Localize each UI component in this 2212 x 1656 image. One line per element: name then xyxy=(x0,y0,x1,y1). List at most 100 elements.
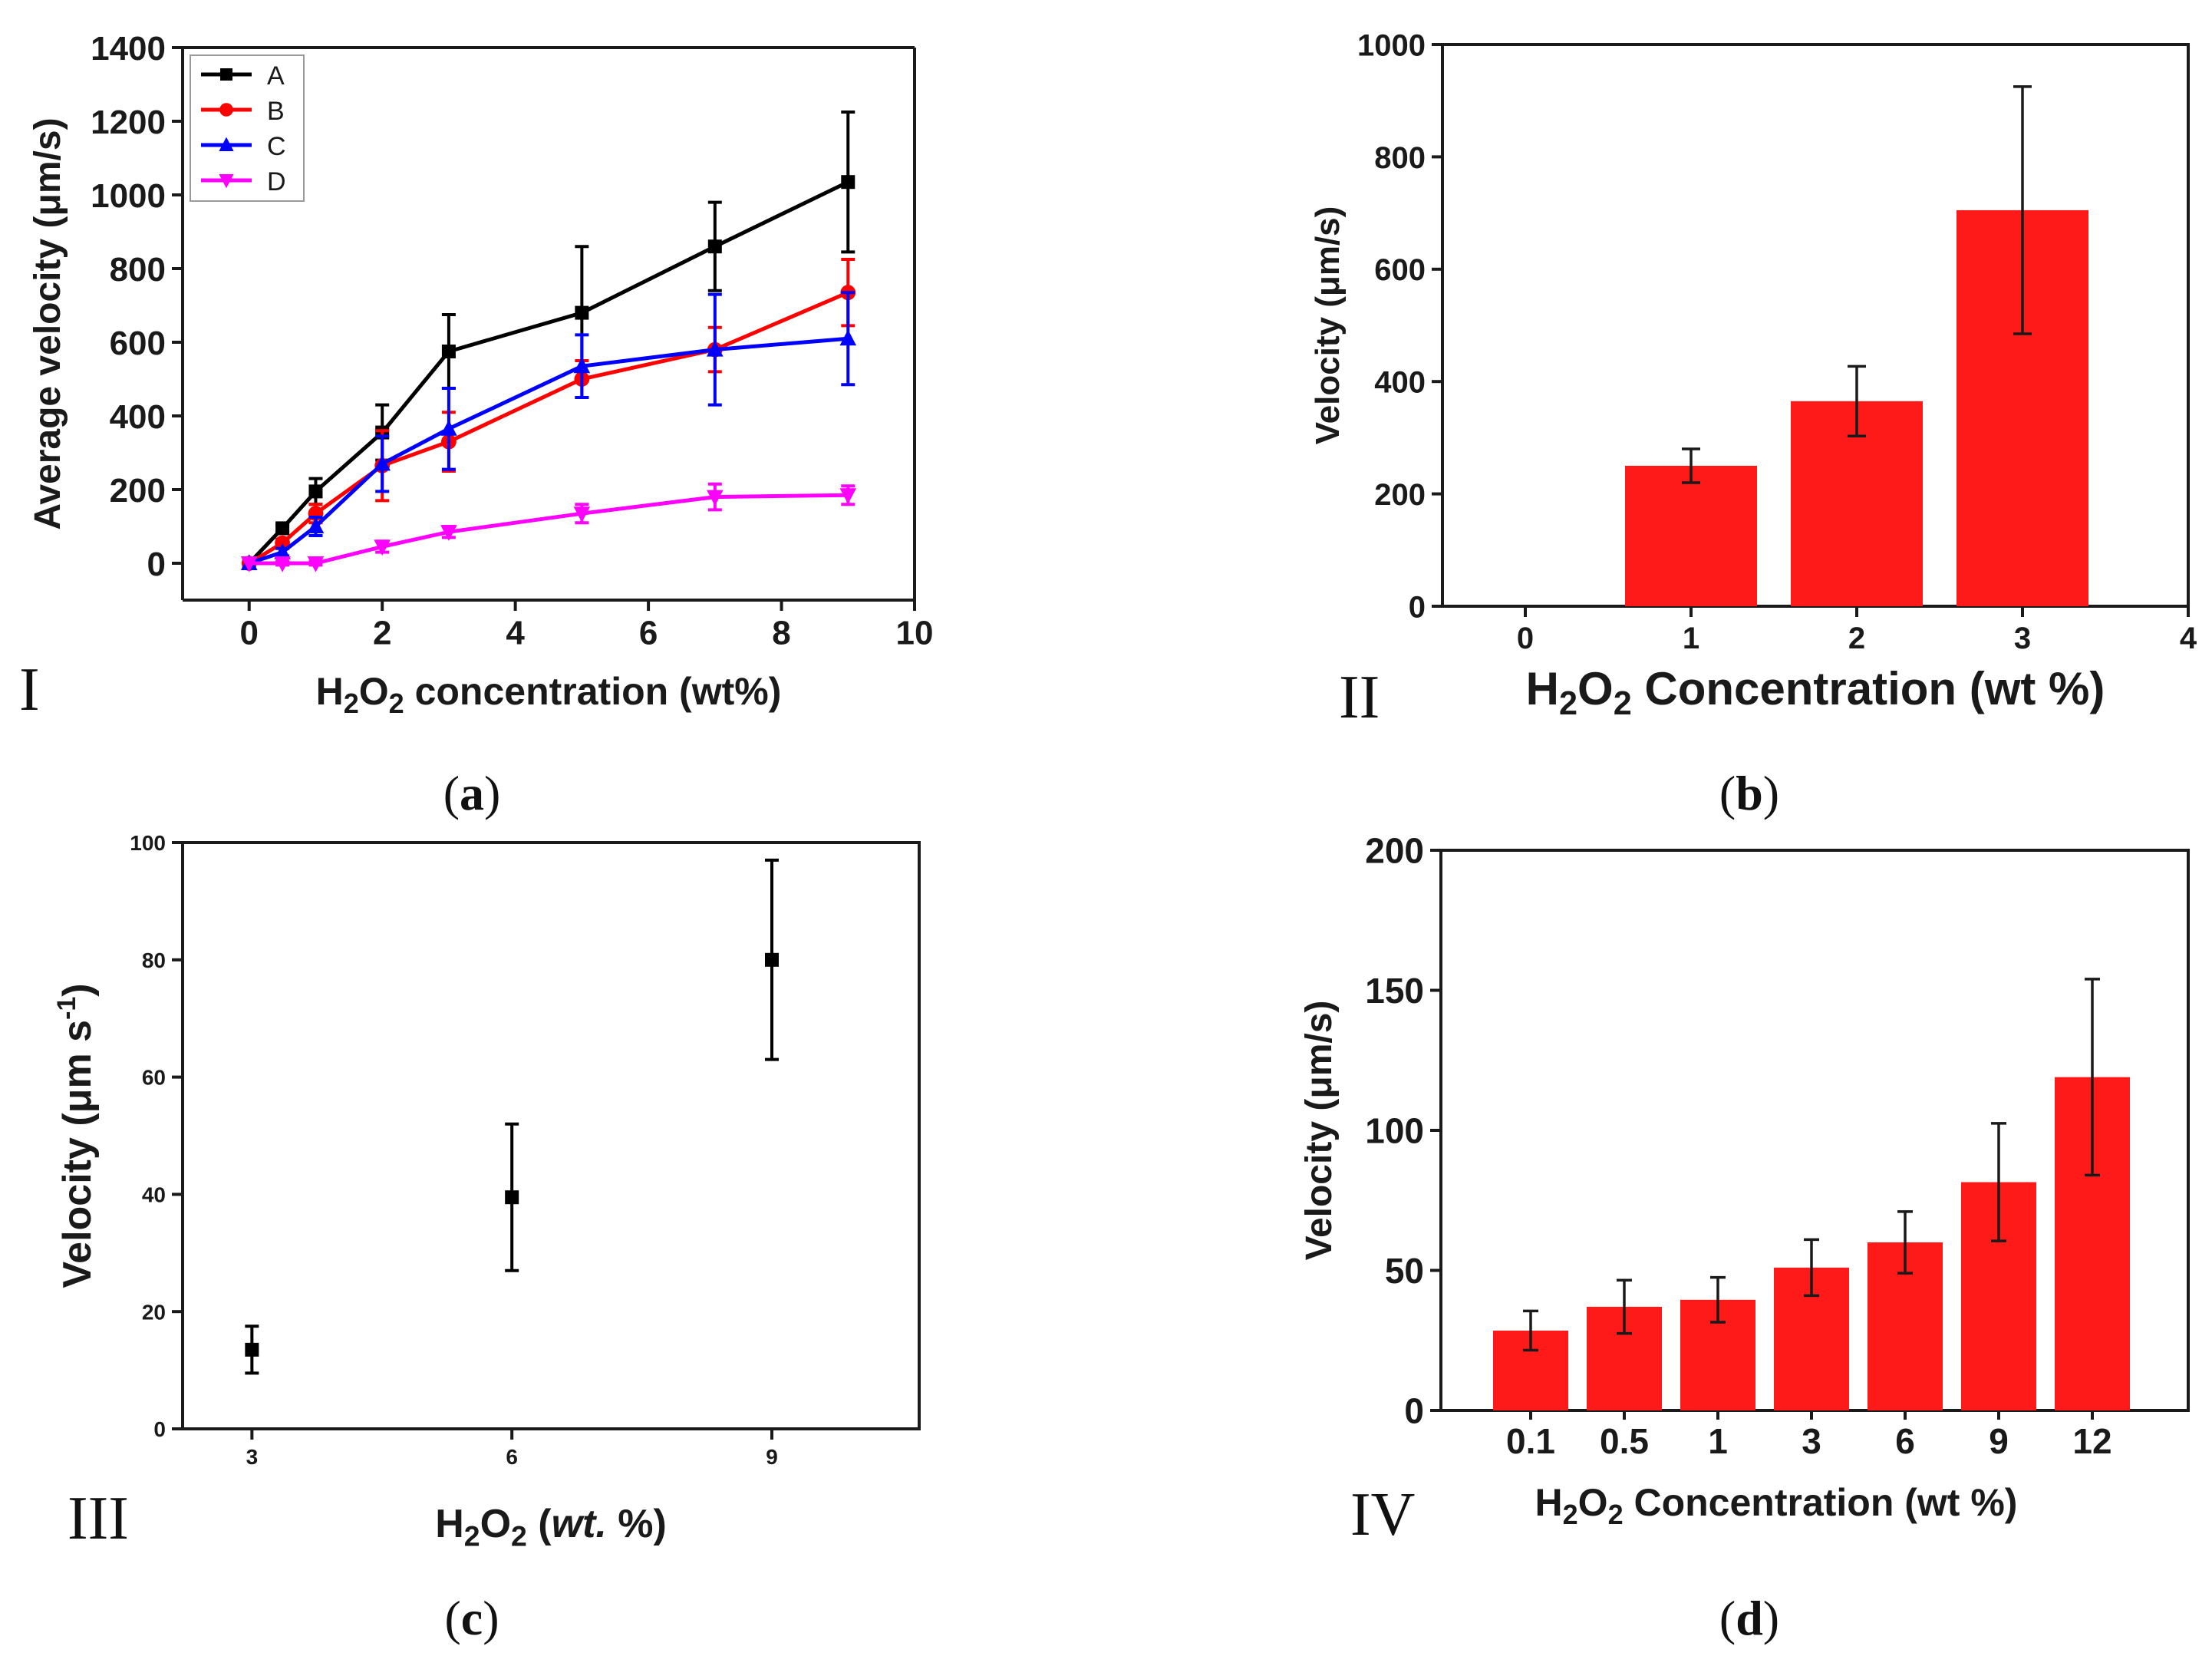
panel-d: 0 50 100 150 200 0.1 0.5 1 3 6 9 12 Velocity (μm/s) H… xyxy=(1299,831,2190,1645)
plot-d: 0 50 100 150 200 0.1 0.5 1 3 6 9 12 Velocity (μm/s) H… xyxy=(1299,831,2190,1530)
a-xtick-label: 2 xyxy=(373,615,391,652)
a-series-C-point xyxy=(573,357,591,374)
plot-b: 0 200 400 600 800 1000 0 1 2 3 4 Velocity (μm/s) H2O… xyxy=(1309,28,2197,722)
b-x-axis-label: H2O2 Concentration (wt %) xyxy=(1526,663,2105,722)
c-xtick-label: 3 xyxy=(246,1445,259,1469)
b-ytick-label: 400 xyxy=(1374,366,1426,400)
a-series-C-point xyxy=(707,340,724,357)
panel-c-roman-label: III xyxy=(68,1485,129,1552)
c-x-axis-label: H2O2 (wt. %) xyxy=(435,1502,667,1552)
a-ytick-label: 1000 xyxy=(91,177,166,215)
b-xtick-label: 4 xyxy=(2180,622,2197,655)
a-xtick-label: 10 xyxy=(896,615,934,652)
b-xtick-label: 2 xyxy=(1848,622,1865,655)
panel-b-caption: (b) xyxy=(1719,766,1779,820)
a-series-A-point xyxy=(841,175,855,190)
a-series-C-point xyxy=(374,454,391,471)
a-ytick-label: 600 xyxy=(110,325,166,362)
d-y-axis-label: Velocity (μm/s) xyxy=(1299,1001,1340,1261)
d-ytick-label: 50 xyxy=(1385,1251,1424,1291)
c-ytick-label: 100 xyxy=(130,831,166,855)
a-series-B-line xyxy=(248,290,849,566)
a-ytick-label: 800 xyxy=(110,251,166,289)
plot-c: 0 20 40 60 80 100 3 6 9 Velocity (μm s-1) H2O2 (wt… xyxy=(52,831,921,1552)
a-series-A-point xyxy=(308,484,323,499)
panel-c: 0 20 40 60 80 100 3 6 9 Velocity (μm s-1) H2O2 (wt… xyxy=(52,831,921,1645)
d-xtick-label: 0.5 xyxy=(1600,1421,1649,1461)
a-x-axis-label: H2O2 concentration (wt%) xyxy=(316,670,782,719)
c-frame xyxy=(181,841,921,1430)
d-xtick-label: 0.1 xyxy=(1506,1421,1555,1461)
a-ytick-label: 1200 xyxy=(91,104,166,141)
d-xtick-label: 9 xyxy=(1989,1421,2009,1461)
c-point xyxy=(505,1190,519,1205)
b-ytick-label: 200 xyxy=(1374,478,1426,512)
a-series-A-point xyxy=(275,521,290,536)
a-legend-C-marker xyxy=(219,137,234,151)
d-xtick-label: 1 xyxy=(1708,1421,1728,1461)
a-legend-C-label: C xyxy=(267,132,286,161)
panel-a-caption: (a) xyxy=(443,766,501,820)
a-series-D-point xyxy=(707,490,724,506)
a-legend-D-marker xyxy=(219,174,234,189)
a-legend-A-marker xyxy=(220,68,232,81)
c-point xyxy=(765,952,779,967)
a-legend-B-label: B xyxy=(267,97,285,126)
a-xtick-label: 0 xyxy=(239,615,258,652)
c-y-axis-label: Velocity (μm s-1) xyxy=(52,983,100,1288)
d-xtick-label: 12 xyxy=(2072,1421,2111,1461)
a-xtick-label: 4 xyxy=(506,615,525,652)
b-xtick-label: 3 xyxy=(2014,622,2031,655)
b-ytick-label: 800 xyxy=(1374,141,1426,175)
c-ytick-label: 80 xyxy=(142,948,166,972)
d-ytick-label: 150 xyxy=(1365,971,1424,1011)
panel-b: 0 200 400 600 800 1000 0 1 2 3 4 Velocity (μm/s) H2O… xyxy=(1309,28,2197,820)
a-series-D-point xyxy=(274,556,291,572)
a-legend-B-marker xyxy=(219,103,233,117)
a-series-D-line xyxy=(249,493,849,566)
a-legend-box xyxy=(190,54,305,202)
a-ytick-label: 200 xyxy=(110,472,166,510)
a-series-B-point xyxy=(275,535,290,551)
d-ytick-label: 200 xyxy=(1365,831,1424,871)
a-series-D-point xyxy=(240,556,258,572)
panel-a-roman-label: I xyxy=(19,656,40,724)
b-xtick-label: 1 xyxy=(1683,622,1699,655)
a-ytick-label: 400 xyxy=(110,398,166,436)
b-xtick-label: 0 xyxy=(1517,622,1534,655)
a-xtick-label: 6 xyxy=(639,615,658,652)
panel-d-roman-label: IV xyxy=(1350,1481,1415,1549)
a-legend-D-label: D xyxy=(267,167,286,196)
a-ytick-label: 0 xyxy=(147,546,166,583)
a-y-axis-label: Average velocity (μm/s) xyxy=(28,117,68,529)
a-legend-A-label: A xyxy=(267,61,285,91)
d-ytick-label: 100 xyxy=(1365,1111,1424,1151)
a-series-D-point xyxy=(374,539,391,556)
b-y-axis-label: Velocity (μm/s) xyxy=(1309,206,1347,445)
a-series-C-point xyxy=(440,420,457,436)
a-series-A-point xyxy=(707,239,722,254)
c-ytick-label: 60 xyxy=(142,1066,166,1090)
a-ytick-label: 1400 xyxy=(91,30,166,68)
c-ytick-label: 0 xyxy=(153,1417,166,1441)
a-series-D-point xyxy=(307,556,325,572)
b-ytick-label: 600 xyxy=(1374,253,1426,287)
a-series-A-point xyxy=(441,345,456,358)
a-series-D-point xyxy=(573,506,591,523)
c-point xyxy=(245,1342,259,1357)
b-ytick-label: 0 xyxy=(1409,590,1426,624)
a-series-C-point xyxy=(274,543,291,559)
c-xtick-label: 9 xyxy=(766,1445,778,1469)
a-series-C-line xyxy=(248,336,849,566)
a-series-C-point xyxy=(839,329,857,346)
a-series-A-point xyxy=(575,305,589,320)
d-x-axis-label: H2O2 Concentration (wt %) xyxy=(1535,1481,2018,1530)
b-bar xyxy=(1625,466,1757,606)
a-series-D-point xyxy=(440,525,457,541)
panel-d-caption: (d) xyxy=(1719,1591,1779,1645)
a-series-C-point xyxy=(307,517,325,533)
panel-c-caption: (c) xyxy=(444,1591,499,1645)
d-xtick-label: 6 xyxy=(1895,1421,1915,1461)
